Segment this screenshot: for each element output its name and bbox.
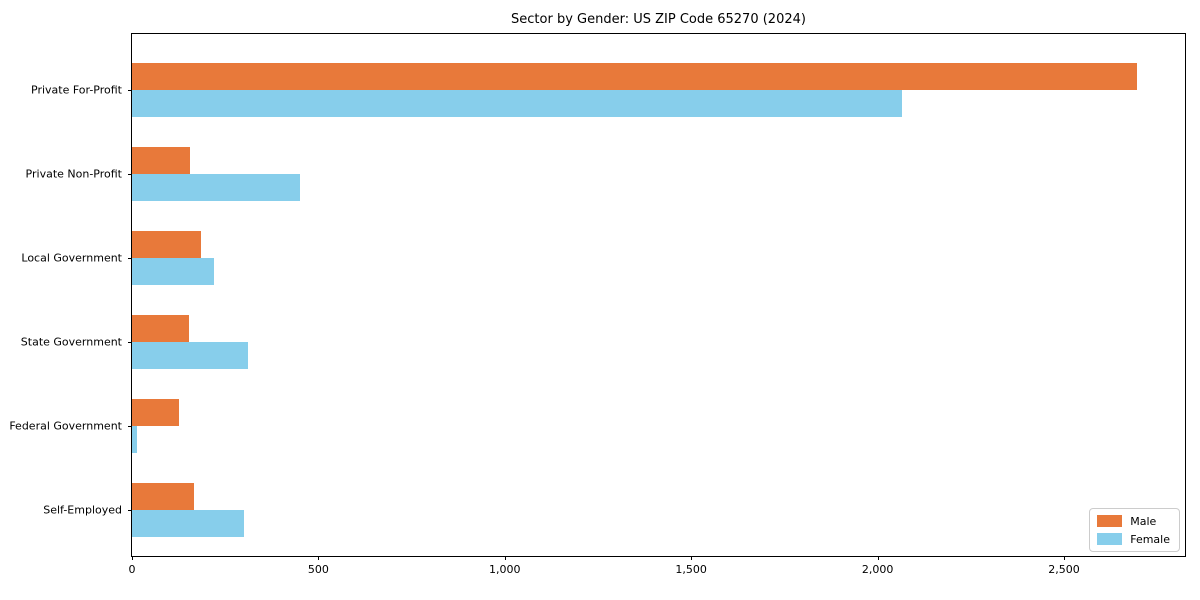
y-tick-mark-2 (128, 258, 132, 259)
x-tick-mark-1 (318, 556, 320, 560)
y-tick-label-1: Private Non-Profit (25, 167, 122, 181)
bar-female-3 (132, 342, 248, 369)
y-tick-mark-3 (128, 342, 132, 343)
x-tick-mark-3 (691, 556, 693, 560)
legend-entry-female: Female (1097, 533, 1170, 545)
bar-male-5 (132, 483, 195, 510)
x-tick-mark-2 (504, 556, 506, 560)
x-tick-label-0: 0 (128, 563, 136, 576)
y-tick-label-2: Local Government (21, 251, 122, 265)
y-tick-mark-5 (128, 510, 132, 511)
y-tick-mark-1 (128, 174, 132, 175)
y-tick-label-5: Self-Employed (43, 503, 122, 517)
bar-female-2 (132, 258, 214, 285)
chart-title: Sector by Gender: US ZIP Code 65270 (202… (511, 12, 806, 27)
legend-entry-male: Male (1097, 515, 1170, 527)
bar-female-4 (132, 426, 137, 453)
y-tick-label-0: Private For-Profit (31, 83, 122, 97)
y-tick-mark-0 (128, 90, 132, 91)
bar-male-2 (132, 231, 201, 258)
legend-swatch-male (1097, 515, 1123, 527)
legend-label-male: Male (1130, 514, 1157, 528)
x-tick-mark-4 (877, 556, 879, 560)
legend: Male Female (1089, 508, 1180, 552)
y-tick-mark-4 (128, 426, 132, 427)
x-tick-label-4: 2,000 (861, 563, 894, 576)
x-tick-label-1: 500 (307, 563, 329, 576)
x-tick-mark-5 (1063, 556, 1065, 560)
y-tick-label-4: Federal Government (9, 419, 122, 433)
bar-female-0 (132, 90, 902, 117)
x-tick-mark-0 (132, 556, 133, 560)
legend-swatch-female (1097, 533, 1123, 545)
plot-area: Private For-Profit Private Non-Profit Loca… (9, 33, 1186, 576)
bar-male-0 (132, 63, 1137, 90)
bar-male-1 (132, 147, 190, 174)
legend-label-female: Female (1130, 532, 1170, 546)
bar-male-4 (132, 399, 179, 426)
bar-female-5 (132, 510, 244, 537)
bar-female-1 (132, 174, 300, 201)
x-tick-label-5: 2,500 (1048, 563, 1080, 576)
x-tick-label-3: 1,500 (675, 563, 707, 576)
x-tick-label-2: 1,000 (489, 563, 521, 576)
y-tick-label-3: State Government (20, 335, 122, 349)
bar-male-3 (132, 315, 189, 342)
